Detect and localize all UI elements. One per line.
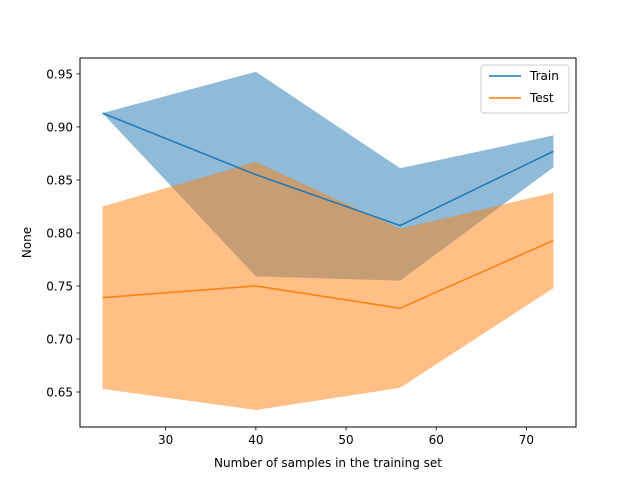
y-axis-label: None bbox=[20, 227, 34, 258]
y-tick-label: 0.65 bbox=[46, 386, 73, 400]
confidence-bands bbox=[102, 71, 554, 411]
y-axis: 0.65 0.70 0.75 0.80 0.85 0.90 0.95 bbox=[46, 67, 80, 400]
series-lines bbox=[102, 112, 554, 309]
x-tick-label: 40 bbox=[248, 433, 263, 447]
y-tick-label: 0.90 bbox=[46, 120, 73, 134]
test-line bbox=[102, 239, 554, 309]
legend-box bbox=[480, 64, 570, 114]
legend: Train Test bbox=[480, 64, 570, 114]
y-tick-label: 0.95 bbox=[46, 67, 73, 81]
test-band bbox=[102, 161, 554, 411]
legend-train-label: Train bbox=[529, 69, 559, 83]
x-axis-label: Number of samples in the training set bbox=[214, 456, 442, 470]
legend-test-label: Test bbox=[529, 91, 554, 105]
y-tick-label: 0.85 bbox=[46, 173, 73, 187]
x-tick-label: 60 bbox=[429, 433, 444, 447]
plot-frame bbox=[79, 57, 577, 428]
train-line bbox=[102, 112, 554, 227]
y-tick-label: 0.75 bbox=[46, 279, 73, 293]
x-tick-label: 30 bbox=[158, 433, 173, 447]
x-tick-label: 50 bbox=[338, 433, 353, 447]
x-tick-label: 70 bbox=[519, 433, 534, 447]
y-tick-label: 0.70 bbox=[46, 332, 73, 346]
x-axis: 30 40 50 60 70 bbox=[158, 427, 534, 447]
y-tick-label: 0.80 bbox=[46, 226, 73, 240]
